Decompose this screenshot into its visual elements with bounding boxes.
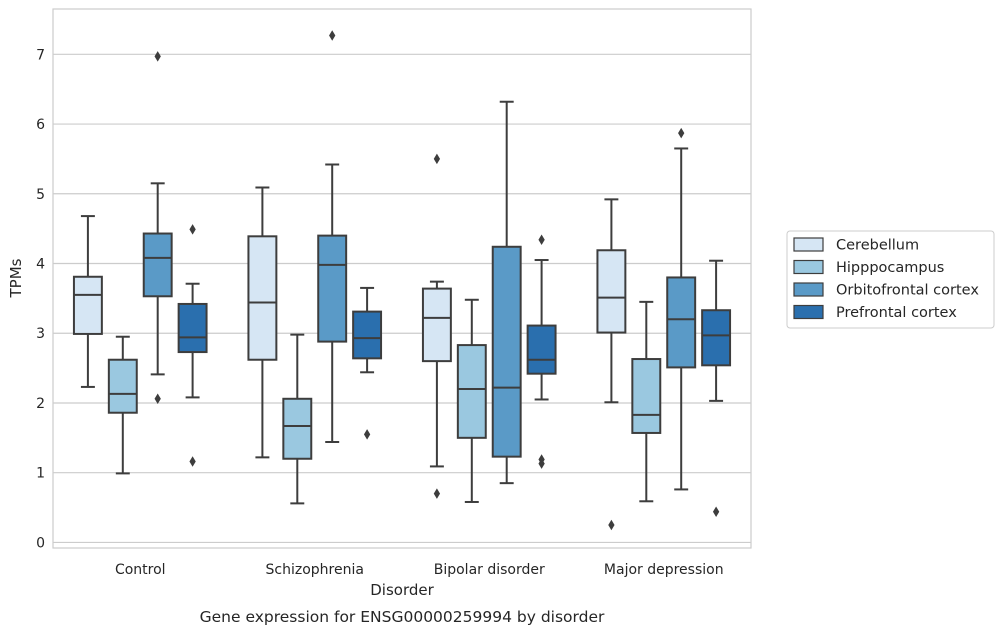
y-tick-label: 6 <box>36 117 45 133</box>
outlier-point <box>538 458 545 469</box>
outlier-point <box>154 393 161 405</box>
box-body <box>72 275 103 335</box>
outlier-point <box>712 506 720 517</box>
x-tick-label: Control <box>115 562 166 578</box>
legend-label: Prefrontal cortex <box>836 305 957 321</box>
box-body <box>421 287 452 363</box>
box-body <box>282 397 313 460</box>
box-0-3 <box>177 224 208 467</box>
box-1-2 <box>317 30 348 444</box>
y-tick-label: 1 <box>36 466 45 482</box>
box-body <box>491 245 522 458</box>
box-body <box>701 309 732 367</box>
y-axis-title: TPMs <box>7 258 25 298</box>
box-3-3 <box>701 259 732 517</box>
box-body <box>142 232 173 298</box>
box-body <box>247 235 278 361</box>
x-tick-label: Bipolar disorder <box>434 562 545 578</box>
box-body <box>596 249 627 334</box>
box-2-0 <box>421 153 452 499</box>
box-3-0 <box>596 198 627 531</box>
legend-label: Orbitofrontal cortex <box>836 283 979 299</box>
box-0-2 <box>142 51 173 405</box>
outlier-point <box>154 51 161 62</box>
box-2-2 <box>491 100 522 485</box>
box-body <box>107 358 138 414</box>
y-tick-label: 3 <box>36 326 45 342</box>
box-0-1 <box>107 335 138 475</box>
box-1-1 <box>282 333 313 505</box>
outlier-point <box>189 224 196 235</box>
y-tick-label: 2 <box>36 396 45 412</box>
legend-swatch <box>793 304 824 320</box>
box-1-3 <box>352 286 383 440</box>
box-2-3 <box>526 234 557 469</box>
x-axis-title: Disorder <box>370 581 434 599</box>
x-tick-label: Major depression <box>604 562 724 578</box>
x-tick-label: Schizophrenia <box>266 562 364 578</box>
legend-swatch <box>793 259 824 275</box>
box-series <box>72 30 732 531</box>
legend-label: Hipppocampus <box>836 260 944 276</box>
box-2-1 <box>456 298 487 503</box>
box-body <box>317 234 348 343</box>
outlier-point <box>329 30 336 41</box>
box-body <box>352 310 383 360</box>
x-axis: Control Schizophrenia Bipolar disorder Majo… <box>115 562 724 578</box>
legend-label: Cerebellum <box>836 238 919 254</box>
figure-caption: Gene expression for ENSG00000259994 by d… <box>200 608 605 626</box>
outlier-point <box>608 519 615 531</box>
outlier-point <box>189 456 196 467</box>
y-tick-label: 5 <box>36 187 45 203</box>
outlier-point <box>538 234 545 246</box>
legend-swatch <box>793 282 824 297</box>
box-3-2 <box>666 127 697 491</box>
box-3-1 <box>631 300 662 503</box>
legend: Cerebellum Hipppocampus Orbitofrontal cort… <box>786 230 995 329</box>
box-body <box>526 324 557 375</box>
outlier-point <box>678 127 685 139</box>
outlier-point <box>433 488 441 499</box>
box-0-0 <box>72 215 103 388</box>
box-body <box>456 344 487 439</box>
y-tick-label: 4 <box>36 257 45 273</box>
y-tick-label: 7 <box>36 47 45 63</box>
y-tick-label: 0 <box>36 535 45 551</box>
legend-frame <box>786 230 995 329</box>
box-body <box>666 276 697 369</box>
outlier-point <box>363 429 371 440</box>
box-1-0 <box>247 186 278 459</box>
legend-swatch <box>793 237 824 252</box>
box-body <box>631 358 662 434</box>
box-body <box>177 302 208 354</box>
y-axis: 0 1 2 3 4 5 6 7 <box>36 47 45 551</box>
outlier-point <box>433 153 441 165</box>
